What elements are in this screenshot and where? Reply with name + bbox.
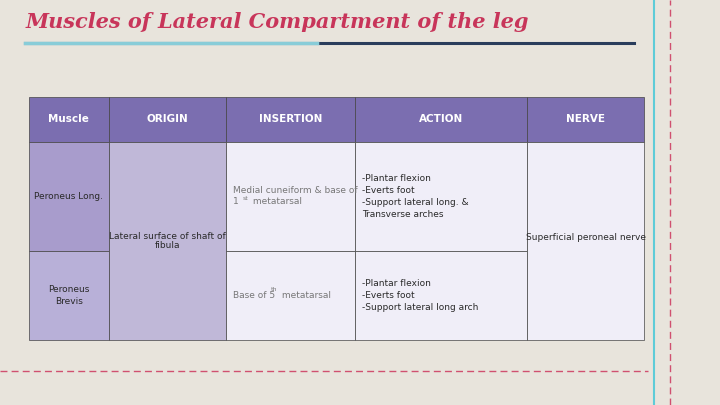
FancyBboxPatch shape <box>528 97 644 142</box>
Text: st: st <box>243 196 249 201</box>
Text: Superficial peroneal nerve: Superficial peroneal nerve <box>526 232 646 241</box>
Text: Muscle: Muscle <box>48 115 89 124</box>
Text: -Plantar flexion: -Plantar flexion <box>362 279 431 288</box>
Text: Lateral surface of shaft of: Lateral surface of shaft of <box>109 232 225 241</box>
Text: -Everts foot: -Everts foot <box>362 291 415 300</box>
Text: Base of 5: Base of 5 <box>233 291 275 300</box>
Text: -Support lateral long. &: -Support lateral long. & <box>362 198 469 207</box>
Text: th: th <box>271 288 278 292</box>
FancyBboxPatch shape <box>226 142 355 251</box>
FancyBboxPatch shape <box>29 251 109 340</box>
FancyBboxPatch shape <box>226 251 355 340</box>
Text: Peroneus
Brevis: Peroneus Brevis <box>48 285 89 306</box>
FancyBboxPatch shape <box>226 97 355 142</box>
Text: NERVE: NERVE <box>567 115 606 124</box>
FancyBboxPatch shape <box>355 142 528 251</box>
Text: -Support lateral long arch: -Support lateral long arch <box>362 303 479 312</box>
Text: Peroneus Long.: Peroneus Long. <box>35 192 103 201</box>
Text: -Everts foot: -Everts foot <box>362 186 415 195</box>
Text: INSERTION: INSERTION <box>258 115 322 124</box>
Text: 1: 1 <box>233 197 239 206</box>
Text: Medial cuneiform & base of: Medial cuneiform & base of <box>233 186 358 195</box>
Text: ACTION: ACTION <box>419 115 464 124</box>
Text: fibula: fibula <box>155 241 180 250</box>
FancyBboxPatch shape <box>355 251 528 340</box>
Text: -Plantar flexion: -Plantar flexion <box>362 174 431 183</box>
Text: metatarsal: metatarsal <box>250 197 302 206</box>
Text: Transverse arches: Transverse arches <box>362 210 444 219</box>
Text: ORIGIN: ORIGIN <box>146 115 188 124</box>
FancyBboxPatch shape <box>109 97 226 142</box>
Text: metatarsal: metatarsal <box>279 291 331 300</box>
FancyBboxPatch shape <box>109 142 226 340</box>
FancyBboxPatch shape <box>29 97 109 142</box>
Text: Muscles of Lateral Compartment of the leg: Muscles of Lateral Compartment of the le… <box>25 12 528 32</box>
FancyBboxPatch shape <box>528 142 644 340</box>
FancyBboxPatch shape <box>29 142 109 251</box>
FancyBboxPatch shape <box>355 97 528 142</box>
